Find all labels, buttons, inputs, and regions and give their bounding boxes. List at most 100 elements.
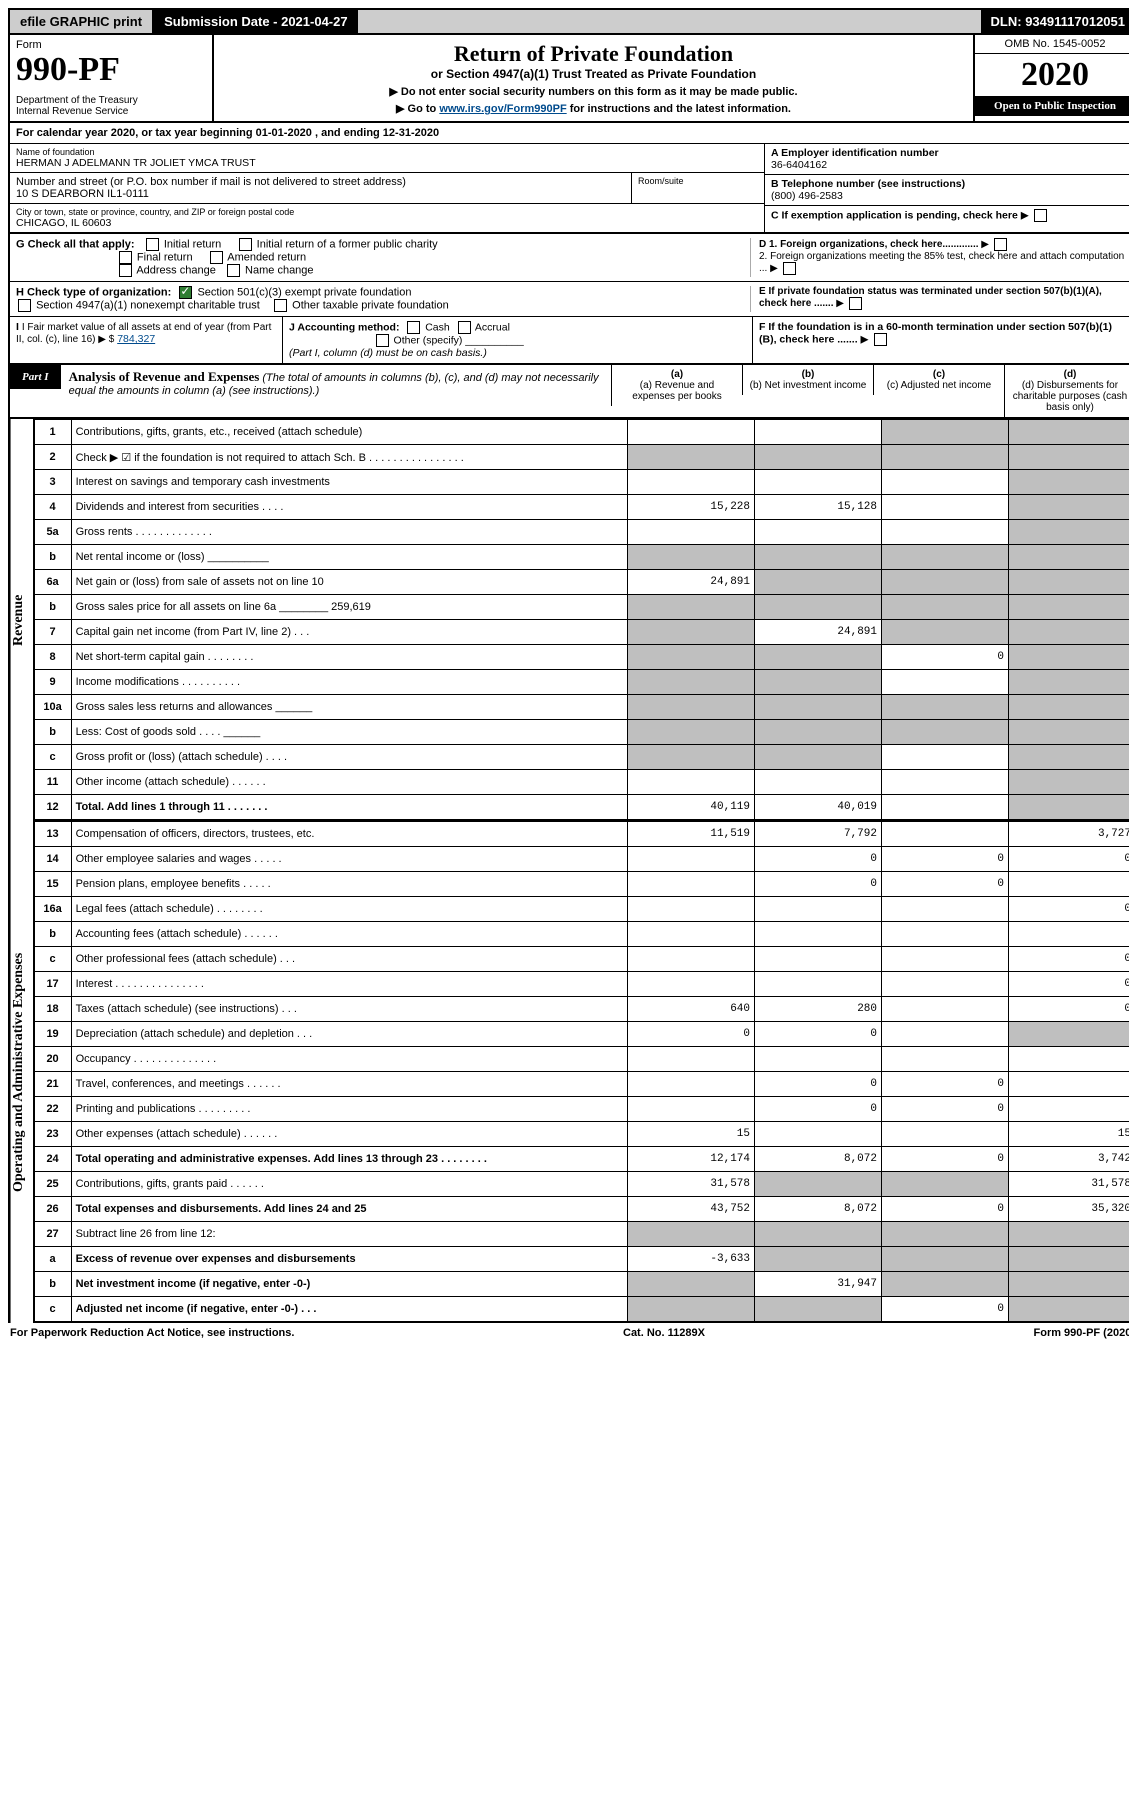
operating-table: 13Compensation of officers, directors, t…	[33, 821, 1129, 1323]
checkbox-c[interactable]	[1034, 209, 1047, 222]
line-number: 24	[34, 1147, 72, 1172]
line-description: Depreciation (attach schedule) and deple…	[71, 1022, 627, 1047]
line-description: Travel, conferences, and meetings . . . …	[71, 1072, 627, 1097]
irs-link[interactable]: www.irs.gov/Form990PF	[439, 103, 566, 115]
city-state-zip: CHICAGO, IL 60603	[16, 217, 758, 229]
line-number: 4	[34, 495, 72, 520]
table-row: 21Travel, conferences, and meetings . . …	[34, 1072, 1129, 1097]
form-header: Form 990-PF Department of the Treasury I…	[8, 35, 1129, 123]
line-description: Other income (attach schedule) . . . . .…	[71, 770, 627, 795]
table-row: 5aGross rents . . . . . . . . . . . . .	[34, 520, 1129, 545]
line-description: Interest . . . . . . . . . . . . . . .	[71, 972, 627, 997]
line-description: Net short-term capital gain . . . . . . …	[71, 645, 627, 670]
line-number: b	[34, 1272, 72, 1297]
checkbox-address-change[interactable]	[119, 264, 132, 277]
line-number: 12	[34, 795, 72, 821]
checkbox-501c3[interactable]	[179, 286, 192, 299]
col-c-header: (c) (c) Adjusted net income	[873, 365, 1004, 395]
top-bar: efile GRAPHIC print Submission Date - 20…	[8, 8, 1129, 35]
line-number: 23	[34, 1122, 72, 1147]
line-number: b	[34, 545, 72, 570]
calendar-year-row: For calendar year 2020, or tax year begi…	[8, 123, 1129, 144]
line-description: Occupancy . . . . . . . . . . . . . .	[71, 1047, 627, 1072]
section-d: D 1. Foreign organizations, check here..…	[750, 238, 1129, 277]
checkbox-initial-return[interactable]	[146, 238, 159, 251]
line-description: Net gain or (loss) from sale of assets n…	[71, 570, 627, 595]
checkbox-name-change[interactable]	[227, 264, 240, 277]
checkbox-cash[interactable]	[407, 321, 420, 334]
tax-year: 2020	[975, 54, 1129, 96]
operating-label: Operating and Administrative Expenses	[10, 821, 33, 1323]
table-row: 3Interest on savings and temporary cash …	[34, 470, 1129, 495]
efile-print-button[interactable]: efile GRAPHIC print	[10, 10, 154, 33]
form-title-block: Return of Private Foundation or Section …	[214, 35, 973, 121]
line-description: Pension plans, employee benefits . . . .…	[71, 872, 627, 897]
line-description: Interest on savings and temporary cash i…	[71, 470, 627, 495]
form-number-block: Form 990-PF Department of the Treasury I…	[10, 35, 214, 121]
line-description: Other expenses (attach schedule) . . . .…	[71, 1122, 627, 1147]
revenue-section: Revenue 1Contributions, gifts, grants, e…	[8, 419, 1129, 821]
checkbox-e[interactable]	[849, 297, 862, 310]
table-row: aExcess of revenue over expenses and dis…	[34, 1247, 1129, 1272]
line-description: Other professional fees (attach schedule…	[71, 947, 627, 972]
line-number: 16a	[34, 897, 72, 922]
line-description: Dividends and interest from securities .…	[71, 495, 627, 520]
checkbox-d2[interactable]	[783, 262, 796, 275]
table-row: 12Total. Add lines 1 through 11 . . . . …	[34, 795, 1129, 821]
paperwork-notice: For Paperwork Reduction Act Notice, see …	[10, 1327, 294, 1339]
cat-no: Cat. No. 11289X	[623, 1327, 705, 1339]
checkbox-other-method[interactable]	[376, 334, 389, 347]
line-number: 8	[34, 645, 72, 670]
table-row: 17Interest . . . . . . . . . . . . . . .…	[34, 972, 1129, 997]
instr-2: ▶ Go to www.irs.gov/Form990PF for instru…	[220, 102, 967, 115]
checkbox-final-return[interactable]	[119, 251, 132, 264]
line-description: Legal fees (attach schedule) . . . . . .…	[71, 897, 627, 922]
part1-tag: Part I	[10, 365, 61, 389]
room-suite-cell: Room/suite	[632, 173, 764, 203]
section-h-e: H Check type of organization: Section 50…	[8, 282, 1129, 317]
table-row: 7Capital gain net income (from Part IV, …	[34, 620, 1129, 645]
foundation-name: HERMAN J ADELMANN TR JOLIET YMCA TRUST	[16, 157, 758, 169]
form-number: 990-PF	[16, 51, 206, 89]
ein-cell: A Employer identification number 36-6404…	[765, 144, 1129, 175]
table-row: 10aGross sales less returns and allowanc…	[34, 695, 1129, 720]
checkbox-other-taxable[interactable]	[274, 299, 287, 312]
line-description: Gross rents . . . . . . . . . . . . .	[71, 520, 627, 545]
part1-header: Part I Analysis of Revenue and Expenses …	[8, 365, 1129, 419]
checkbox-initial-former[interactable]	[239, 238, 252, 251]
line-description: Excess of revenue over expenses and disb…	[71, 1247, 627, 1272]
address-cell: Number and street (or P.O. box number if…	[10, 173, 632, 203]
line-number: b	[34, 595, 72, 620]
line-description: Net investment income (if negative, ente…	[71, 1272, 627, 1297]
table-row: 19Depreciation (attach schedule) and dep…	[34, 1022, 1129, 1047]
checkbox-amended-return[interactable]	[210, 251, 223, 264]
table-row: bGross sales price for all assets on lin…	[34, 595, 1129, 620]
revenue-label: Revenue	[10, 419, 33, 821]
operating-section: Operating and Administrative Expenses 13…	[8, 821, 1129, 1323]
line-number: 1	[34, 420, 72, 445]
table-row: 9Income modifications . . . . . . . . . …	[34, 670, 1129, 695]
form-ref: Form 990-PF (2020)	[1034, 1327, 1129, 1339]
checkbox-d1[interactable]	[994, 238, 1007, 251]
line-description: Contributions, gifts, grants, etc., rece…	[71, 420, 627, 445]
section-j: J Accounting method: Cash Accrual Other …	[283, 317, 753, 363]
line-number: 10a	[34, 695, 72, 720]
line-description: Adjusted net income (if negative, enter …	[71, 1297, 627, 1323]
line-description: Total. Add lines 1 through 11 . . . . . …	[71, 795, 627, 821]
line-number: 5a	[34, 520, 72, 545]
section-g: G Check all that apply: Initial return I…	[16, 238, 750, 277]
table-row: 14Other employee salaries and wages . . …	[34, 847, 1129, 872]
line-number: b	[34, 922, 72, 947]
checkbox-4947a1[interactable]	[18, 299, 31, 312]
line-number: 19	[34, 1022, 72, 1047]
checkbox-f[interactable]	[874, 333, 887, 346]
form-label: Form	[16, 39, 206, 51]
line-number: 21	[34, 1072, 72, 1097]
line-number: 18	[34, 997, 72, 1022]
line-description: Net rental income or (loss) __________	[71, 545, 627, 570]
foundation-name-cell: Name of foundation HERMAN J ADELMANN TR …	[10, 144, 764, 173]
line-number: 20	[34, 1047, 72, 1072]
line-number: 15	[34, 872, 72, 897]
checkbox-accrual[interactable]	[458, 321, 471, 334]
line-description: Gross profit or (loss) (attach schedule)…	[71, 745, 627, 770]
